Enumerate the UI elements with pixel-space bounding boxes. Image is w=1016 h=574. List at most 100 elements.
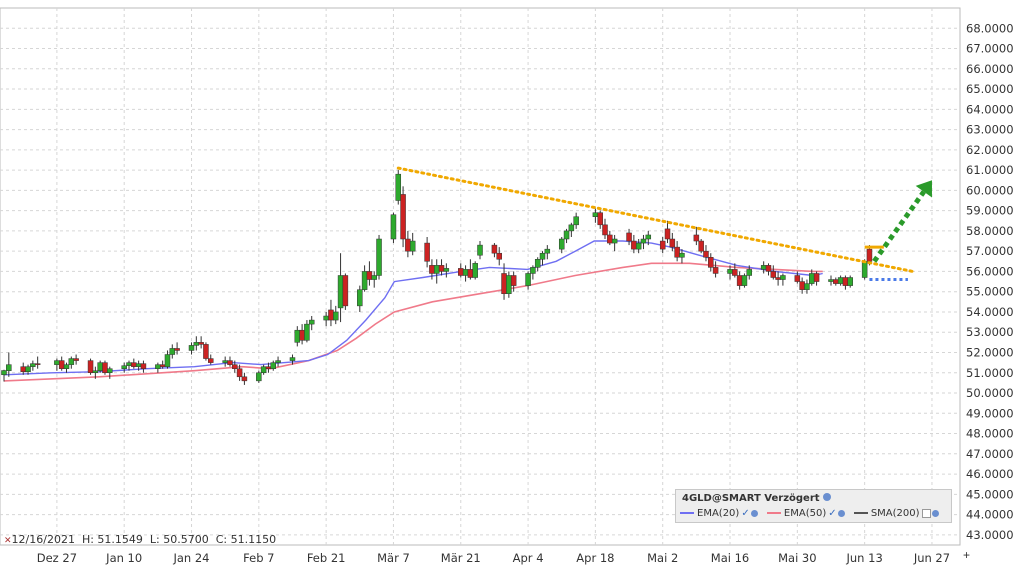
candle-body (530, 267, 536, 274)
close-icon[interactable]: ✕ (4, 536, 12, 546)
y-tick-label: 51.0000 (966, 366, 1014, 380)
checkbox-icon[interactable] (921, 508, 931, 518)
y-tick-label: 52.0000 (966, 345, 1014, 359)
candle-body (861, 261, 868, 278)
y-tick-label: 58.0000 (966, 224, 1014, 238)
candlesticks (1, 170, 873, 385)
info-icon[interactable] (822, 493, 831, 501)
candle-body (472, 263, 478, 278)
x-tick-label: Jan 10 (105, 551, 142, 565)
candle-body (333, 311, 339, 321)
settings-icon[interactable] (931, 509, 939, 517)
y-tick-label: 61.0000 (966, 163, 1014, 177)
candle-body (54, 360, 60, 365)
x-tick-label: Feb 21 (307, 551, 346, 565)
candle-body (712, 267, 719, 274)
x-tick-label: Feb 7 (243, 551, 274, 565)
settings-icon[interactable] (837, 509, 845, 517)
candle-body (6, 364, 12, 371)
legend-item-ema50[interactable]: EMA(50) ✓ (766, 508, 845, 519)
candle-body (294, 329, 301, 343)
candle-body (443, 268, 450, 272)
candle-body (433, 265, 440, 274)
y-tick-label: 55.0000 (966, 285, 1014, 299)
candle-body (337, 275, 344, 309)
candle-body (765, 265, 772, 272)
candle-body (611, 238, 618, 244)
candle-body (198, 342, 204, 345)
y-tick-label: 43.0000 (966, 528, 1014, 542)
check-icon[interactable]: ✓ (741, 508, 750, 519)
candle-body (289, 357, 296, 361)
candle-body (794, 275, 801, 282)
candle-body (602, 224, 608, 236)
candle-body (409, 240, 416, 252)
candle-body (376, 238, 382, 276)
candle-body (631, 240, 637, 250)
candle-body (227, 360, 233, 365)
candle-body (573, 216, 579, 226)
y-tick-label: 56.0000 (966, 264, 1014, 278)
candle-body (679, 252, 685, 258)
candle-body (155, 364, 161, 369)
add-icon[interactable]: + (963, 548, 971, 562)
settings-icon[interactable] (750, 509, 758, 517)
candle-body (645, 234, 652, 240)
candle-body (203, 344, 209, 359)
candle-body (698, 240, 704, 252)
candle-body (207, 358, 214, 363)
candle-body (813, 273, 820, 282)
y-tick-label: 53.0000 (966, 325, 1014, 339)
candle-body (462, 269, 469, 276)
legend-item-ema20[interactable]: EMA(20) ✓ (680, 508, 758, 519)
legend-item-sma200[interactable]: SMA(200) (853, 508, 939, 519)
x-tick-label: Dez 27 (37, 551, 77, 565)
candle-body (727, 269, 733, 274)
candle-body (265, 366, 272, 369)
candle-body (669, 238, 676, 248)
readout-high: H: 51.1549 (81, 533, 143, 546)
y-tick-label: 45.0000 (966, 487, 1014, 501)
candle-body (405, 238, 411, 252)
candle-body (371, 275, 377, 280)
candle-body (241, 376, 248, 382)
candle-body (357, 289, 363, 307)
candle-body (429, 265, 435, 274)
candle-body (703, 250, 709, 258)
y-tick-label: 54.0000 (966, 305, 1014, 319)
candle-body (544, 248, 551, 254)
candle-body (395, 173, 402, 201)
check-icon[interactable]: ✓ (828, 508, 837, 519)
candle-body (568, 224, 575, 232)
candle-body (693, 234, 700, 242)
legend-row: EMA(20) ✓ EMA(50) ✓ SMA(200) (680, 508, 945, 519)
candle-body (159, 364, 166, 367)
x-tick-label: Mär 21 (441, 551, 481, 565)
candle-body (746, 269, 753, 276)
candle-body (563, 230, 570, 240)
candle-body (222, 360, 228, 363)
readout-date: 12/16/2021 (11, 533, 75, 546)
x-tick-label: Mai 16 (711, 551, 749, 565)
candle-body (491, 244, 498, 254)
y-tick-label: 68.0000 (966, 21, 1014, 35)
y-tick-label: 49.0000 (966, 406, 1014, 420)
candle-body (597, 212, 603, 226)
candle-body (506, 275, 512, 294)
candle-body (501, 273, 507, 294)
candle-body (135, 363, 142, 367)
legend-title: 4GLD@SMART Verzögert (682, 493, 831, 504)
candle-body (30, 363, 36, 367)
candle-body (607, 234, 613, 244)
candle-body (736, 275, 743, 286)
ema50-line (3, 262, 823, 382)
y-tick-label: 62.0000 (966, 143, 1014, 157)
y-tick-label: 48.0000 (966, 427, 1014, 441)
candle-body (236, 368, 243, 378)
x-tick-label: Mär 7 (377, 551, 410, 565)
y-tick-label: 63.0000 (966, 123, 1014, 137)
candle-body (304, 323, 310, 341)
candle-body (847, 277, 853, 286)
candle-body (256, 372, 262, 382)
